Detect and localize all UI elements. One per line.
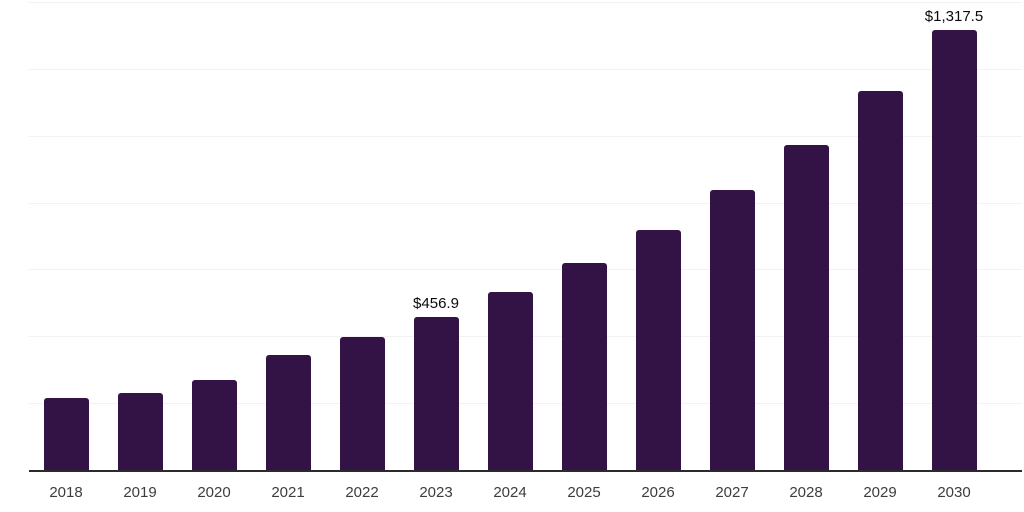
x-tick-label-2029: 2029 (863, 484, 897, 501)
gridline (29, 68, 1022, 70)
bar-2020 (191, 379, 237, 470)
x-tick-label-2025: 2025 (567, 484, 601, 501)
x-tick-label-2030: 2030 (937, 484, 971, 501)
x-tick-label-2028: 2028 (789, 484, 823, 501)
gridline (29, 202, 1022, 204)
x-tick-label-2022: 2022 (345, 484, 379, 501)
x-tick-label-2019: 2019 (123, 484, 157, 501)
bar-2023 (413, 317, 459, 470)
bar-2022 (339, 337, 385, 470)
value-label-2023: $456.9 (413, 295, 459, 313)
x-tick-label-2024: 2024 (493, 484, 527, 501)
x-tick-label-2018: 2018 (49, 484, 83, 501)
gridline (29, 135, 1022, 137)
bar-2024 (487, 292, 533, 470)
x-axis-line (29, 470, 1022, 472)
x-tick-label-2023: 2023 (419, 484, 453, 501)
bar-2018 (43, 398, 89, 470)
x-tick-label-2021: 2021 (271, 484, 305, 501)
x-tick-label-2020: 2020 (197, 484, 231, 501)
value-label-2030: $1,317.5 (924, 7, 984, 25)
bar-2027 (709, 190, 755, 470)
bar-2025 (561, 263, 607, 470)
gridline (29, 2, 1022, 3)
bar-2029 (857, 91, 903, 470)
bar-2021 (265, 355, 311, 470)
bar-2030 (931, 29, 977, 470)
bar-2028 (783, 144, 829, 470)
bar-2026 (635, 229, 681, 470)
x-tick-label-2027: 2027 (715, 484, 749, 501)
bar-2019 (117, 393, 163, 470)
x-tick-label-2026: 2026 (641, 484, 675, 501)
gridline (29, 269, 1022, 271)
